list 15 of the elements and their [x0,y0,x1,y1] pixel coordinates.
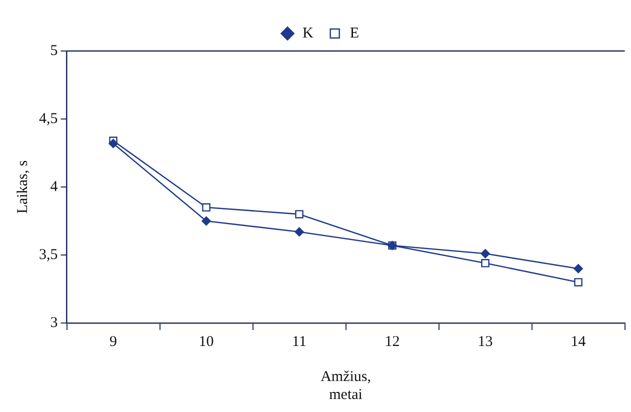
x-tick-label: 14 [570,334,586,350]
legend-label: K [302,25,314,42]
y-tick-label: 3 [50,314,58,331]
y-tick-label: 5 [50,42,58,59]
y-tick-label: 3,5 [39,246,58,263]
x-tick-label: 11 [292,334,306,350]
x-tick-label: 9 [110,334,118,350]
y-axis-title: Laikas, s [14,160,31,214]
x-axis-title: Amžius, metai [320,368,371,403]
x-tick-label: 12 [384,334,400,350]
x-tick-label: 10 [198,334,214,350]
y-tick-label: 4,5 [39,110,58,127]
y-tick-label: 4 [50,178,58,195]
legend-label: E [350,25,360,42]
x-tick-label: 13 [478,334,493,350]
